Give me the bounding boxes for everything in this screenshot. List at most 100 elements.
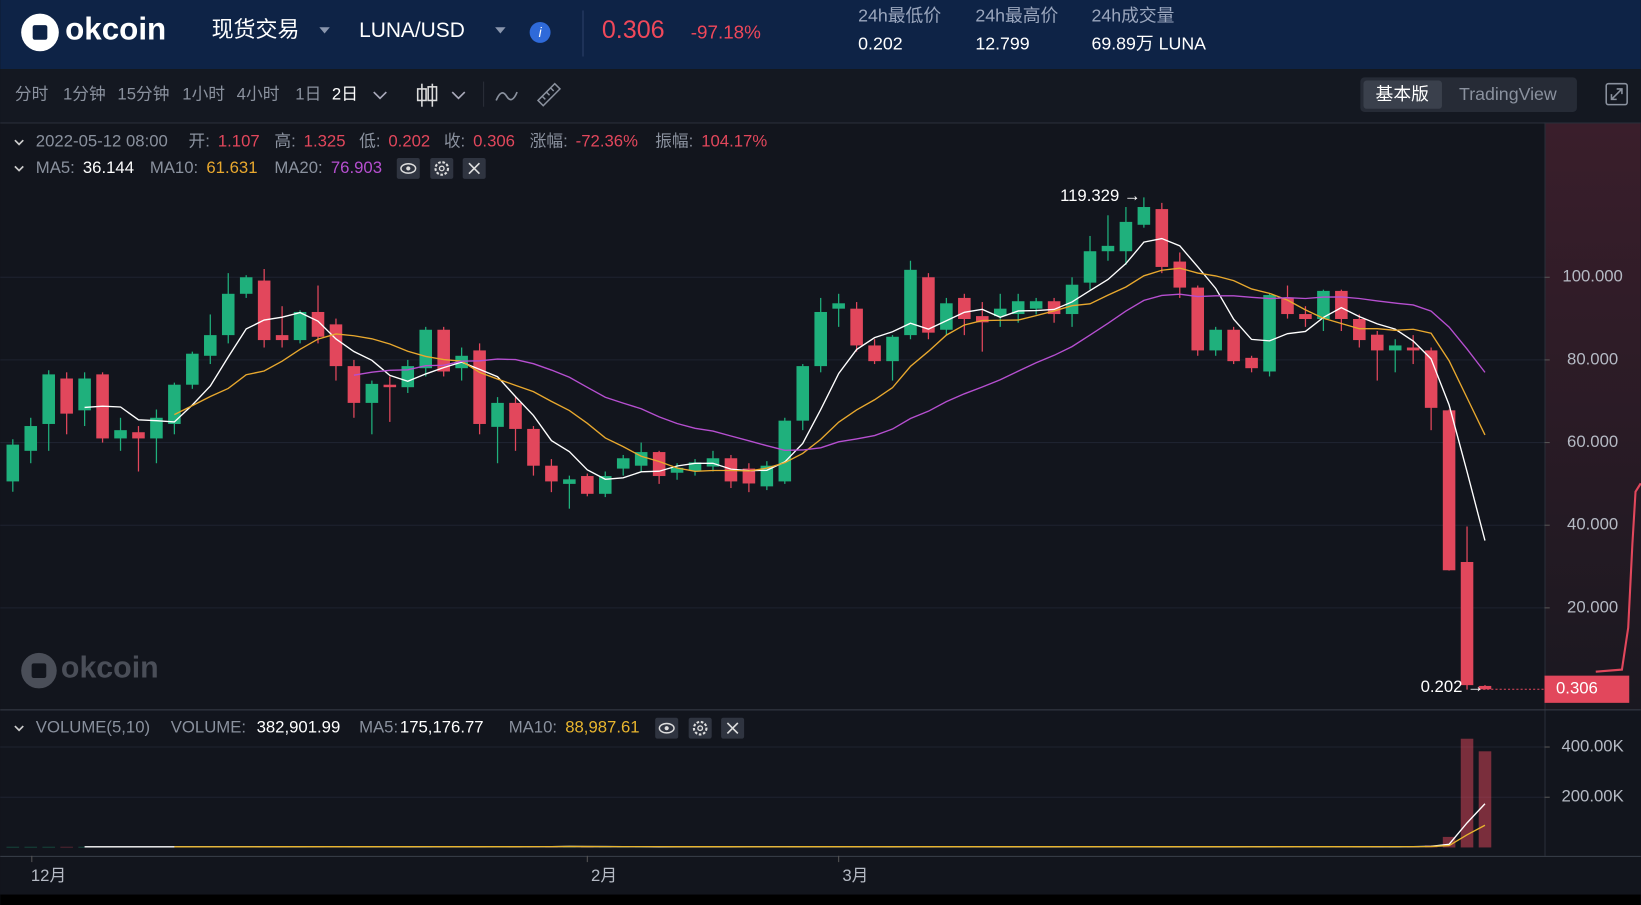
- chevron[interactable]: [451, 91, 466, 100]
- bottom-bar: [0, 894, 1641, 905]
- candle-body: [347, 366, 361, 403]
- candle-body: [1137, 207, 1151, 225]
- stat-value: 0.202: [858, 34, 902, 54]
- stats: 24h最低价 0.202 24h最高价 12.799 24h成交量 69.89万 LUNA: [858, 5, 1206, 53]
- high-annotation: 119.329 →: [1060, 186, 1141, 205]
- candle-body: [293, 311, 307, 341]
- pair-select[interactable]: LUNA/USD: [359, 19, 465, 42]
- ruler-icon[interactable]: [536, 82, 562, 107]
- candle-body: [868, 345, 881, 362]
- info-icon[interactable]: [529, 21, 551, 43]
- interval-tab[interactable]: 4小时: [237, 85, 280, 104]
- chart-bg: [0, 122, 1641, 895]
- header-bar: [0, 0, 1641, 70]
- ohlc-label: 收:: [444, 132, 465, 151]
- candle-body: [1173, 261, 1187, 288]
- candle-body: [1424, 350, 1438, 408]
- fullscreen-icon[interactable]: [1605, 82, 1628, 106]
- candle-body: [940, 303, 953, 330]
- candle-body: [1299, 314, 1312, 320]
- interval-tab[interactable]: 1日: [295, 85, 321, 104]
- watermark: okcoin: [21, 652, 159, 689]
- candle-body: [1083, 251, 1097, 283]
- candle-body: [1245, 357, 1258, 369]
- legend-value: 175,176.77: [400, 718, 484, 737]
- interval-tab[interactable]: 2日: [332, 85, 358, 104]
- collapse-chevron[interactable]: [14, 725, 24, 732]
- candle-type-icon[interactable]: [416, 83, 438, 107]
- price-change: -97.18%: [691, 21, 761, 42]
- candle-body: [634, 452, 648, 466]
- interval-tab[interactable]: 1分钟: [63, 85, 106, 104]
- candle-body: [383, 384, 397, 388]
- volume-bar: [6, 846, 20, 848]
- candle-body: [401, 366, 415, 388]
- icon-part: [1610, 88, 1623, 101]
- candle-body: [132, 432, 145, 439]
- caret: [319, 27, 330, 34]
- candle-body: [993, 308, 1007, 317]
- ohlc-label: 低:: [359, 132, 380, 151]
- candle-body: [1335, 290, 1348, 320]
- legend-label: VOLUME:: [171, 718, 246, 737]
- settings-button[interactable]: [430, 157, 454, 179]
- interval-tab[interactable]: 分时: [15, 85, 49, 104]
- depth-bg: [1545, 123, 1641, 710]
- collapse-chevron[interactable]: [14, 139, 24, 146]
- candle-body: [563, 479, 576, 484]
- interval-tabs: 分时 1分钟 15分钟 1小时 4小时 1日 2日: [15, 85, 358, 104]
- settings-button[interactable]: [688, 717, 712, 739]
- ohlc-label: 涨幅:: [530, 132, 568, 151]
- candle-body: [796, 366, 810, 421]
- legend-title: VOLUME(5,10): [36, 718, 150, 737]
- ma-value: 61.631: [206, 158, 257, 177]
- collapse-chevron[interactable]: [14, 165, 24, 172]
- candle-body: [598, 476, 612, 494]
- plot: [0, 197, 1550, 848]
- y-tick-label: 100.000: [1562, 267, 1622, 286]
- candle-body: [1460, 561, 1474, 686]
- candle-body: [616, 458, 630, 469]
- depth-line: [1595, 482, 1641, 673]
- stat-value: 12.799: [975, 34, 1029, 54]
- candle-body: [1191, 287, 1205, 351]
- stat-label: 24h成交量: [1091, 5, 1174, 25]
- info-icon-glyph: i: [539, 25, 543, 40]
- candle-body: [437, 329, 450, 372]
- legend-label: MA5:: [359, 718, 398, 737]
- candle-body: [778, 420, 792, 482]
- ohlc-label: 高:: [274, 132, 295, 151]
- candle-body: [168, 384, 181, 424]
- ohlc-value: 1.107: [218, 132, 260, 151]
- stat-value: 69.89万 LUNA: [1091, 34, 1206, 54]
- candle-body: [186, 353, 199, 385]
- icon-part: [726, 722, 739, 735]
- volume-bar: [1442, 836, 1456, 848]
- interval-tab[interactable]: 1小时: [182, 85, 225, 104]
- candle-body: [42, 374, 55, 424]
- interval-tab[interactable]: 15分钟: [117, 85, 169, 104]
- legend-value: 88,987.61: [565, 718, 639, 737]
- candle-body: [904, 269, 917, 336]
- icon-part: [438, 165, 445, 172]
- volume-bar: [1460, 738, 1474, 848]
- logo[interactable]: okcoin: [21, 12, 166, 52]
- legend-date: 2022-05-12 08:00: [36, 132, 168, 151]
- view-option[interactable]: TradingView: [1459, 84, 1557, 104]
- candle-body: [1029, 301, 1043, 309]
- candle-body: [257, 280, 271, 341]
- view-option[interactable]: 基本版: [1376, 84, 1430, 104]
- ma-label: MA10:: [150, 158, 198, 177]
- market-select[interactable]: 现货交易: [212, 17, 300, 42]
- candle-body: [221, 293, 235, 336]
- y-tick-label: 40.000: [1567, 515, 1618, 534]
- volume-bar: [42, 846, 55, 848]
- view-active: [1363, 80, 1442, 109]
- candle-body: [1370, 334, 1384, 351]
- x-tick-label: 12月: [31, 866, 66, 885]
- candle-body: [581, 476, 594, 494]
- ma-line: [174, 267, 1486, 473]
- indicator-icon[interactable]: [495, 91, 518, 101]
- icon-part: [416, 88, 427, 102]
- chevron[interactable]: [373, 91, 387, 100]
